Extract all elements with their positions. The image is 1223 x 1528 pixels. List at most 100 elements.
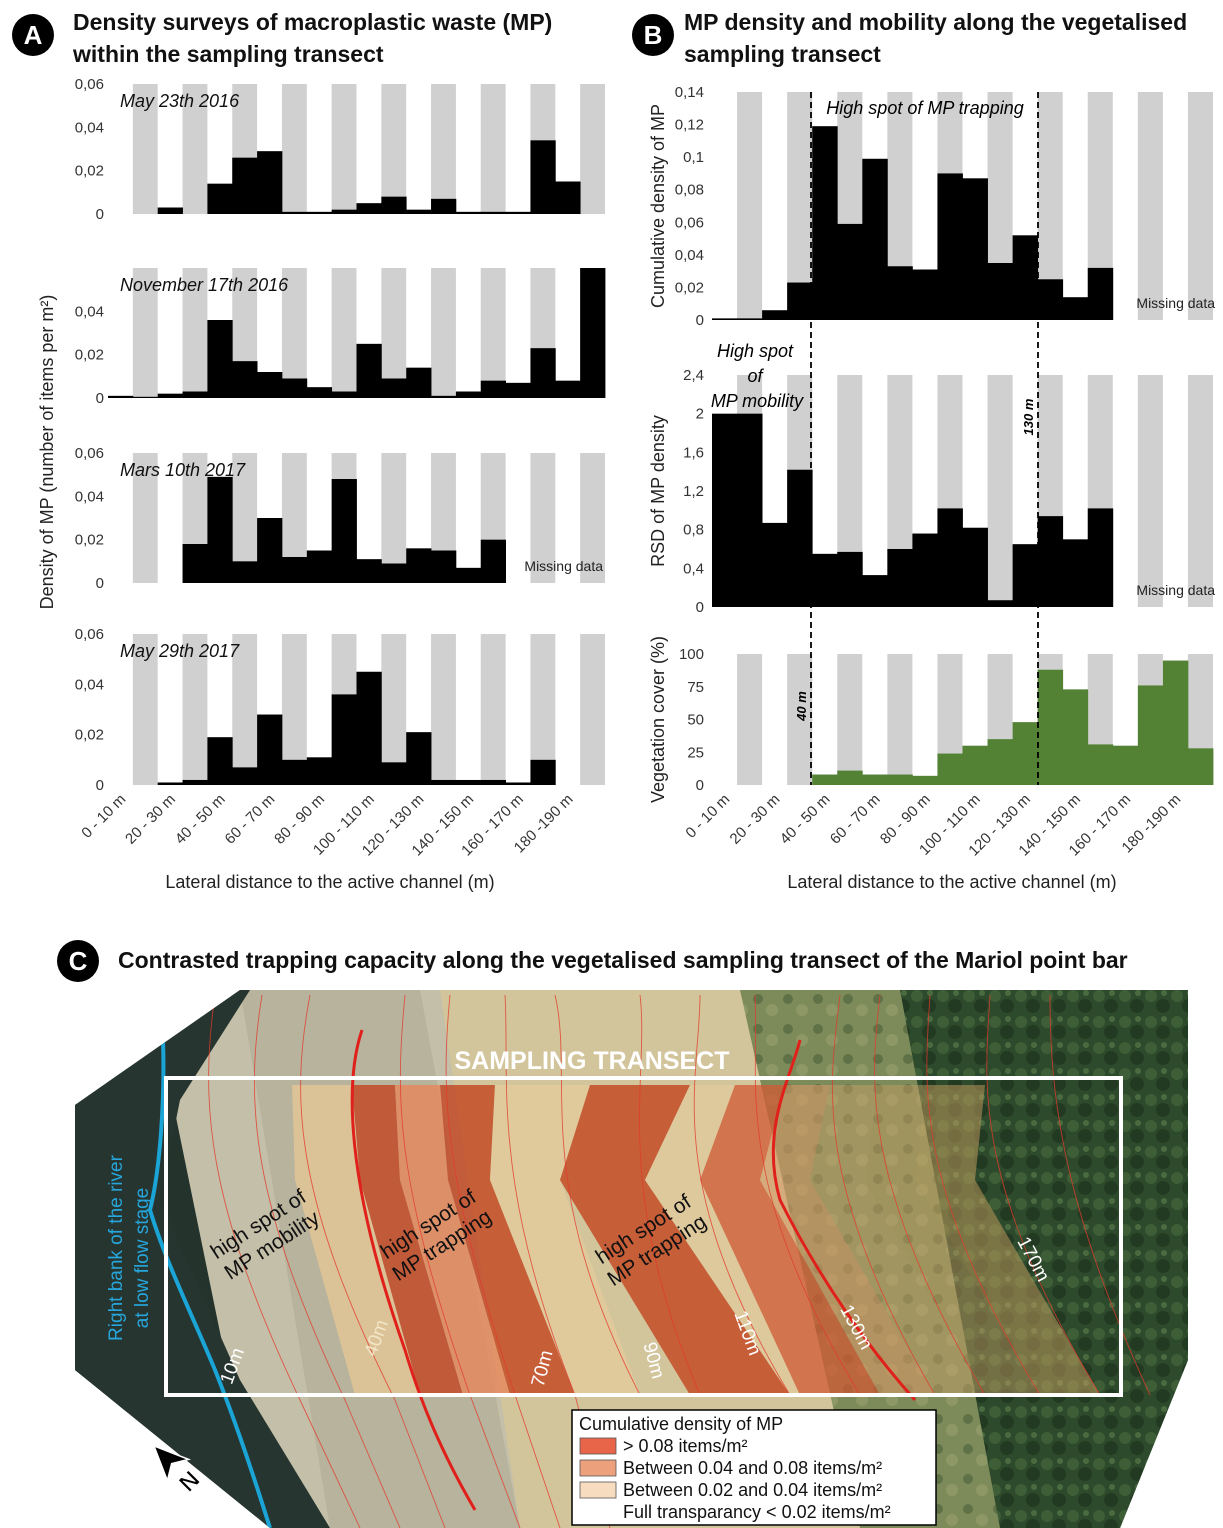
chart-b-bar <box>1087 508 1114 607</box>
legend-label-2: Between 0.04 and 0.08 items/m² <box>623 1458 882 1478</box>
chart-b-bar <box>1137 685 1164 785</box>
chart-b-bar <box>762 522 788 607</box>
chart-a-bar <box>207 737 233 785</box>
chart-b-ytick: 0,4 <box>683 560 704 577</box>
chart-a-ytick: 0,02 <box>75 727 104 744</box>
band-160m <box>865 1085 1040 1395</box>
chart-b-bar <box>1062 297 1089 320</box>
chart-a-stripe <box>431 634 456 785</box>
chart-b-bar <box>962 527 988 607</box>
chart-b-bar <box>837 551 863 607</box>
chart-a-bar <box>331 694 357 785</box>
chart-a-stripe <box>480 84 506 214</box>
chart-a-bar <box>381 378 407 398</box>
chart-a-stripe <box>381 634 407 785</box>
chart-a-stripe <box>580 453 605 583</box>
north-arrow-icon <box>152 1444 192 1484</box>
chart-a-bar <box>381 762 407 785</box>
chart-b-bar <box>1037 279 1064 320</box>
chart-b-ytick: 0 <box>696 312 704 329</box>
chart-a-bar <box>257 518 283 583</box>
chart-b-series-axis-title: Cumulative density of MP <box>648 104 668 308</box>
chart-b-ytick: 1,2 <box>683 483 704 500</box>
chart-a-ytick: 0,04 <box>75 488 104 505</box>
chart-a-bar <box>306 757 333 785</box>
chart-b-ytick: 25 <box>687 744 704 761</box>
chart-a-xtick: 20 - 30 m <box>122 791 179 848</box>
chart-b-stripe <box>887 654 913 785</box>
panel-a-title-line2: within the sampling transect <box>72 41 384 67</box>
chart-a-ytick: 0 <box>96 206 104 223</box>
mobility-label-2: of <box>747 366 764 386</box>
chart-b-ytick: 0,14 <box>675 84 704 101</box>
chart-a-bar <box>431 550 457 583</box>
chart-a-bar <box>455 567 482 583</box>
band-130m <box>700 1085 880 1395</box>
chart-b-series-1: 0 0,02 0,04 0,06 0,08 0,1 0,12 0,14 Cumulative d… <box>648 84 1215 329</box>
chart-b-bar <box>937 173 963 320</box>
sampling-transect-box <box>164 1076 1123 1397</box>
band-90-110m <box>560 1085 790 1395</box>
chart-b-ytick: 75 <box>687 679 704 696</box>
chart-a-ytick: 0,06 <box>75 626 104 643</box>
chart-a-ytick: 0,04 <box>75 676 104 693</box>
chart-b-bar <box>912 533 938 607</box>
chart-b-ytick: 2 <box>696 406 704 423</box>
chart-a-stripe <box>331 84 357 214</box>
chart-b-ytick: 0,08 <box>675 182 704 199</box>
chart-a-bar <box>232 561 258 583</box>
chart-b-series-axis-title: Vegetation cover (%) <box>648 636 668 803</box>
chart-b-bar <box>1112 745 1139 785</box>
chart-b-bar <box>762 310 788 320</box>
panel-c-letter: C <box>69 946 88 976</box>
panel-c-badge <box>57 940 99 982</box>
chart-a-ytick: 0,02 <box>75 347 104 364</box>
chart-a-bar <box>306 387 333 398</box>
chart-a-bar <box>257 151 283 214</box>
chart-b-series-3: 0 25 50 75 100 Vegetation cover (%) <box>648 636 1214 803</box>
chart-b-xtick: 40 - 50 m <box>777 791 834 848</box>
panel-b-badge <box>632 14 674 56</box>
chart-b-bar <box>862 774 888 785</box>
chart-b-bar <box>962 178 988 320</box>
legend-title: Cumulative density of MP <box>579 1414 783 1434</box>
chart-a-bar <box>306 550 333 583</box>
chart-b-ytick: 0,12 <box>675 117 704 134</box>
chart-b-bar <box>737 413 763 607</box>
legend-swatch-2 <box>579 1459 617 1477</box>
trapping-label: High spot of MP trapping <box>826 98 1023 118</box>
chart-a-bar <box>306 211 333 214</box>
transect-label: SAMPLING TRANSECT <box>455 1047 730 1075</box>
chart-b-bar <box>787 469 813 607</box>
chart-b-ytick: 0,04 <box>675 247 704 264</box>
chart-b-bar <box>912 269 938 320</box>
legend-label-3: Between 0.02 and 0.04 items/m² <box>623 1480 882 1500</box>
band-150m <box>810 1085 985 1395</box>
chart-b-ytick: 0,02 <box>675 279 704 296</box>
chart-a-stripe <box>132 634 158 785</box>
chart-a-series-4: 0 0,02 0,04 0,06 May 29th 2017 <box>75 626 605 794</box>
chart-a-bar <box>281 211 308 214</box>
chart-a-bar <box>406 732 432 785</box>
chart-b-bar <box>837 223 863 320</box>
chart-b-xtick: 20 - 30 m <box>727 791 784 848</box>
chart-a-stripe <box>281 84 307 214</box>
chart-a-stripe <box>381 453 407 583</box>
chart-a-xtick: 60 - 70 m <box>222 791 279 848</box>
chart-a-bar <box>257 372 283 398</box>
panel-a-title-line1: Density surveys of macroplastic waste (M… <box>73 9 552 35</box>
chart-a-stripe <box>132 453 158 583</box>
chart-b-bar <box>1187 748 1214 785</box>
chart-a-bar <box>406 367 432 398</box>
chart-a-stripe <box>132 268 158 398</box>
panel-b-xlabel: Lateral distance to the active channel (… <box>787 872 1116 892</box>
panel-c: C Contrasted trapping capacity along the… <box>57 940 1188 1528</box>
chart-b-ytick: 50 <box>687 712 704 729</box>
river-label-2: at low flow stage <box>132 1188 153 1328</box>
chart-a-series-title: November 17th 2016 <box>120 275 289 295</box>
chart-a-bar <box>281 759 308 785</box>
chart-a-stripe <box>182 84 208 214</box>
chart-a-ytick: 0 <box>96 390 104 407</box>
chart-a-ytick: 0 <box>96 575 104 592</box>
chart-a-ytick: 0,02 <box>75 163 104 180</box>
